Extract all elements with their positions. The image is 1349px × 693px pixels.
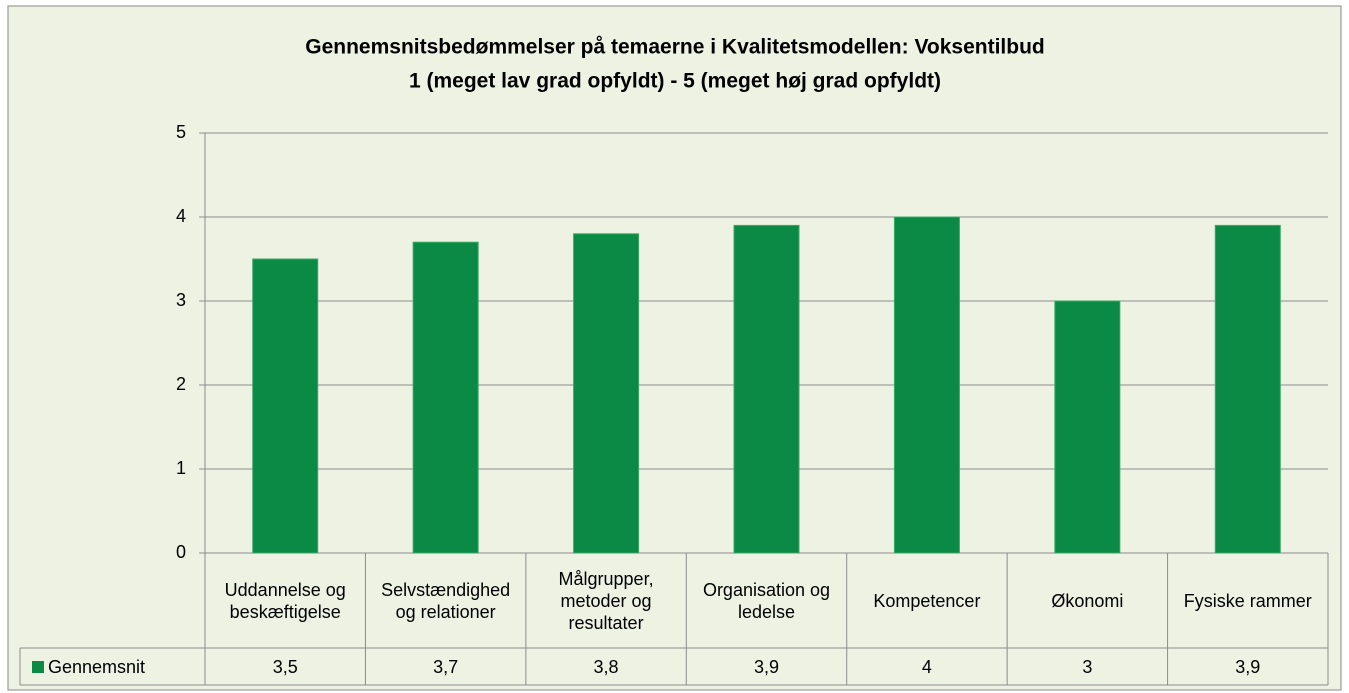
y-tick-label: 3 [176, 290, 186, 310]
legend-label: Gennemsnit [48, 656, 146, 677]
legend-swatch [32, 660, 44, 673]
chart-title: Gennemsnitsbedømmelser på temaerne i Kva… [305, 36, 1044, 59]
bar [412, 241, 479, 554]
table-value: 4 [921, 656, 932, 677]
x-tick-label: Uddannelse og beskæftigelse [224, 579, 346, 622]
y-tick-label: 2 [176, 374, 186, 394]
legend-entry: Gennemsnit [20, 648, 205, 685]
x-tick-label: Fysiske rammer [1183, 590, 1312, 611]
bar [893, 216, 960, 554]
y-tick-label: 1 [176, 458, 186, 478]
table-value: 3,9 [1235, 656, 1261, 677]
x-tick-label: Kompetencer [873, 590, 981, 611]
y-tick-label: 4 [176, 206, 186, 226]
bar [252, 258, 319, 554]
table-value: 3 [1082, 656, 1093, 677]
x-tick-label: Målgrupper, metoder og resultater [558, 568, 654, 633]
y-tick-label: 0 [176, 542, 186, 562]
x-tick-label: Selvstændighed og relationer [381, 579, 511, 622]
bar [1214, 224, 1281, 554]
bar [733, 224, 800, 554]
bar [1054, 300, 1121, 554]
table-value: 3,8 [593, 656, 619, 677]
y-tick-label: 5 [176, 122, 186, 142]
bar [573, 233, 640, 554]
table-value: 3,9 [753, 656, 779, 677]
table-value: 3,5 [272, 656, 298, 677]
table-value: 3,7 [433, 656, 459, 677]
x-tick-label: Organisation og ledelse [702, 579, 831, 622]
x-tick-label: Økonomi [1051, 590, 1124, 611]
chart-subtitle: 1 (meget lav grad opfyldt) - 5 (meget hø… [409, 70, 941, 93]
